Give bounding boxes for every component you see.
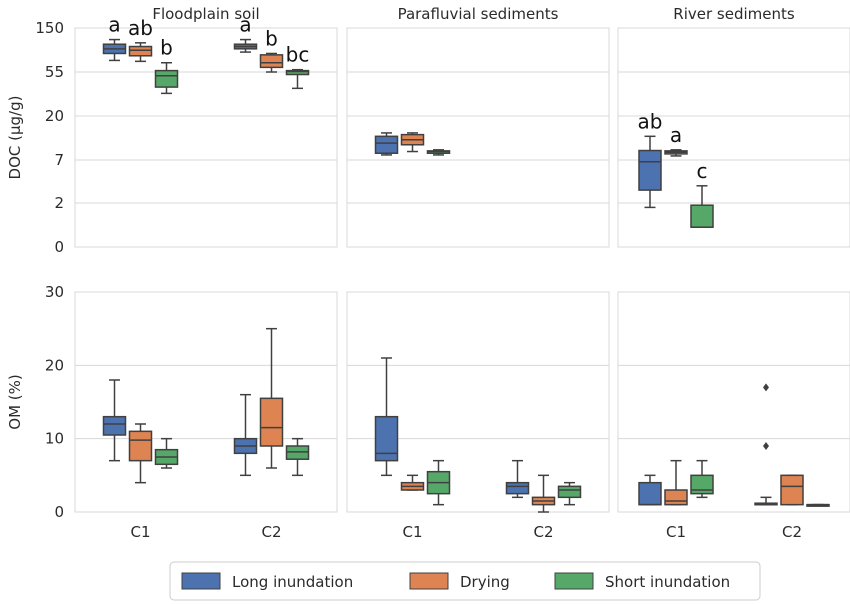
significance-letter: a: [670, 123, 682, 147]
box-c1-drying: [128, 423, 153, 484]
iqr-box: [128, 430, 153, 462]
iqr-box: [102, 415, 127, 436]
x-tick-label-c1: C1: [666, 523, 686, 541]
legend: Long inundation Drying Short inundation: [169, 561, 761, 601]
significance-letter: b: [160, 36, 173, 60]
iqr-box: [374, 415, 399, 462]
box-c2-long-inundation: [233, 38, 258, 53]
box-c2-long-inundation: [233, 393, 258, 477]
panel-river-sediments-om: [617, 291, 850, 513]
y-tick-label: 30: [45, 283, 64, 301]
box-c1-drying: [400, 132, 425, 153]
significance-letter: c: [697, 159, 708, 183]
x-tick-label-c1: C1: [130, 523, 150, 541]
outlier-point: [763, 442, 769, 450]
box-c1-long-inundation: [102, 38, 127, 62]
box-c1-short-inundation: [690, 185, 714, 228]
box-c2-short-inundation: [557, 481, 582, 506]
iqr-box: [154, 69, 179, 88]
significance-letter: ab: [638, 109, 663, 133]
box-c2-drying: [259, 327, 284, 469]
y-tick-label: 10: [45, 430, 64, 448]
box-c1-short-inundation: [426, 149, 451, 156]
panel-title-floodplain-soil: Floodplain soil: [152, 5, 259, 23]
panel-floodplain-soil-om: [74, 291, 338, 513]
box-c1-short-inundation: [690, 459, 714, 499]
legend-swatch-short-inundation: [554, 572, 594, 590]
panel-frame: [617, 27, 850, 248]
y-tick-label: 150: [35, 19, 64, 37]
iqr-box: [638, 149, 662, 191]
iqr-box: [259, 54, 284, 69]
significance-letter: ab: [128, 16, 153, 40]
iqr-box: [664, 489, 688, 506]
box-c2-long-inundation: [754, 496, 778, 506]
box-c1-drying: [128, 42, 153, 63]
panel-title-parafluvial-sediments: Parafluvial sediments: [398, 5, 559, 23]
legend-swatch-long-inundation: [181, 572, 221, 590]
significance-letter: b: [265, 26, 278, 50]
box-c2-short-inundation: [285, 68, 310, 90]
box-c1-short-inundation: [154, 61, 179, 95]
y-tick-label: 0: [54, 503, 64, 521]
significance-letter: a: [108, 13, 120, 37]
iqr-box: [557, 485, 582, 499]
box-c2-drying: [259, 52, 284, 73]
iqr-box: [690, 204, 714, 228]
legend-label-drying: Drying: [460, 573, 510, 591]
box-c1-short-inundation: [154, 437, 179, 469]
iqr-box: [505, 481, 530, 495]
box-c1-long-inundation: [638, 474, 662, 506]
iqr-box: [128, 45, 153, 57]
box-c2-short-inundation: [285, 437, 310, 477]
x-tick-label-c1: C1: [402, 523, 422, 541]
box-c1-long-inundation: [102, 379, 127, 462]
panel-floodplain-soil-doc: [74, 27, 338, 248]
y-axis-label-doc: DOC (µg/g): [6, 96, 24, 180]
x-tick-label-c2: C2: [782, 523, 802, 541]
y-tick-label: 2: [54, 194, 64, 212]
box-c2-drying: [780, 474, 804, 506]
legend-label-long-inundation: Long inundation: [232, 573, 353, 591]
y-tick-label: 20: [45, 356, 64, 374]
legend-label-short-inundation: Short inundation: [605, 573, 730, 591]
panel-parafluvial-sediments-om: [346, 291, 610, 513]
y-axis-label-om: OM (%): [6, 374, 24, 429]
iqr-box: [638, 481, 662, 506]
iqr-box: [259, 397, 284, 447]
box-c1-drying: [664, 459, 688, 506]
panel-river-sediments-doc: [617, 27, 850, 248]
y-tick-label: 0: [54, 238, 64, 256]
box-c2-long-inundation: [505, 459, 530, 499]
legend-frame: [169, 561, 761, 601]
significance-letter: a: [239, 13, 251, 37]
y-tick-label: 20: [45, 107, 64, 125]
box-c1-long-inundation: [638, 135, 662, 209]
outlier-point: [763, 383, 769, 392]
iqr-box: [690, 474, 714, 495]
box-c1-short-inundation: [426, 459, 451, 506]
box-c2-drying: [531, 474, 556, 513]
panel-parafluvial-sediments-doc: [346, 27, 610, 248]
iqr-box: [780, 474, 804, 506]
box-c1-long-inundation: [374, 132, 399, 156]
box-c1-long-inundation: [374, 357, 399, 477]
legend-swatch-drying: [409, 572, 449, 590]
iqr-box: [374, 135, 399, 154]
box-c1-drying: [664, 149, 688, 157]
x-tick-label-c2: C2: [261, 523, 281, 541]
significance-letter: bc: [286, 43, 310, 67]
box-c1-drying: [400, 474, 425, 491]
iqr-box: [285, 69, 310, 76]
y-tick-label: 7: [54, 151, 64, 169]
panel-frame: [617, 291, 850, 513]
panel-title-river-sediments: River sediments: [673, 5, 795, 23]
y-tick-label: 55: [45, 63, 64, 81]
panel-frame: [74, 27, 338, 248]
x-tick-label-c2: C2: [533, 523, 553, 541]
box-c2-short-inundation: [806, 503, 830, 507]
